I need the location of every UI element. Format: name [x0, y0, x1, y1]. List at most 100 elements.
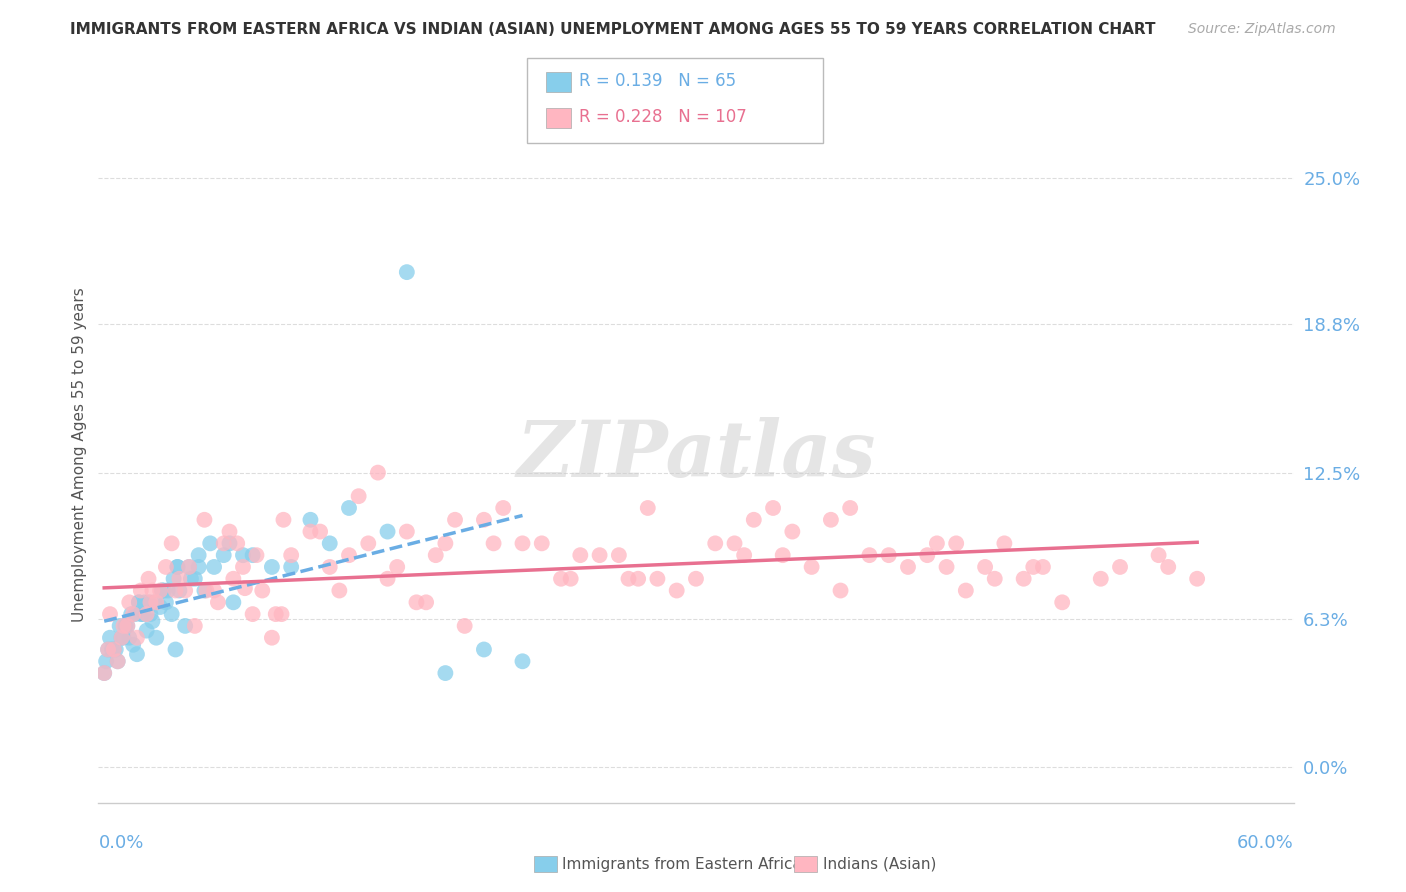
Text: 0.0%: 0.0%: [98, 834, 143, 852]
Point: [145, 631, 167, 645]
Point: [512, 536, 534, 550]
Point: [377, 572, 399, 586]
Point: [415, 595, 437, 609]
Point: [118, 631, 141, 645]
Point: [309, 524, 332, 539]
Point: [569, 548, 592, 562]
Text: Indians (Asian): Indians (Asian): [823, 857, 936, 871]
Point: [993, 536, 1015, 550]
Point: [150, 583, 173, 598]
Point: [472, 642, 495, 657]
Point: [1012, 572, 1035, 586]
Point: [550, 572, 572, 586]
Point: [202, 560, 225, 574]
Point: [187, 548, 209, 562]
Point: [512, 654, 534, 668]
Point: [434, 536, 457, 550]
Point: [945, 536, 967, 550]
Point: [177, 560, 200, 574]
Point: [357, 536, 380, 550]
Point: [165, 583, 187, 598]
Point: [328, 583, 350, 598]
Point: [685, 572, 707, 586]
Point: [134, 595, 156, 609]
Point: [385, 560, 409, 574]
Point: [117, 619, 139, 633]
Point: [800, 560, 823, 574]
Point: [169, 572, 191, 586]
Text: IMMIGRANTS FROM EASTERN AFRICA VS INDIAN (ASIAN) UNEMPLOYMENT AMONG AGES 55 TO 5: IMMIGRANTS FROM EASTERN AFRICA VS INDIAN…: [70, 22, 1156, 37]
Point: [627, 572, 650, 586]
Point: [150, 583, 173, 598]
Point: [122, 607, 145, 621]
Text: 60.0%: 60.0%: [1237, 834, 1294, 852]
Point: [925, 536, 948, 550]
Point: [453, 619, 475, 633]
Point: [104, 642, 127, 657]
Point: [184, 572, 207, 586]
Point: [132, 607, 155, 621]
Point: [637, 500, 659, 515]
Point: [1090, 572, 1112, 586]
Point: [174, 583, 197, 598]
Point: [444, 513, 467, 527]
Point: [830, 583, 852, 598]
Point: [139, 607, 162, 621]
Point: [108, 619, 131, 633]
Point: [155, 560, 177, 574]
Point: [1157, 560, 1180, 574]
Point: [141, 614, 163, 628]
Point: [222, 572, 245, 586]
Point: [252, 583, 274, 598]
Point: [193, 583, 215, 598]
Point: [232, 548, 254, 562]
Point: [135, 624, 157, 638]
Point: [560, 572, 582, 586]
Point: [156, 583, 179, 598]
Point: [647, 572, 669, 586]
Point: [138, 595, 160, 609]
Point: [782, 524, 804, 539]
Point: [98, 607, 121, 621]
Point: [94, 654, 117, 668]
Point: [165, 642, 187, 657]
Point: [128, 595, 150, 609]
Point: [1032, 560, 1054, 574]
Point: [184, 619, 207, 633]
Point: [218, 524, 240, 539]
Point: [704, 536, 727, 550]
Point: [166, 560, 188, 574]
Point: [1109, 560, 1132, 574]
Point: [110, 631, 132, 645]
Point: [367, 466, 389, 480]
Point: [160, 536, 183, 550]
Point: [733, 548, 755, 562]
Point: [162, 572, 184, 586]
Point: [897, 560, 920, 574]
Point: [149, 600, 172, 615]
Point: [337, 500, 360, 515]
Point: [107, 654, 129, 668]
Point: [212, 548, 235, 562]
Point: [143, 595, 166, 609]
Point: [107, 654, 129, 668]
Point: [742, 513, 765, 527]
Point: [122, 638, 145, 652]
Point: [858, 548, 880, 562]
Point: [270, 607, 292, 621]
Point: [138, 572, 160, 586]
Point: [125, 631, 148, 645]
Point: [200, 536, 222, 550]
Point: [103, 642, 125, 657]
Point: [425, 548, 447, 562]
Point: [242, 548, 264, 562]
Point: [118, 595, 141, 609]
Point: [299, 513, 322, 527]
Point: [1050, 595, 1073, 609]
Point: [160, 607, 183, 621]
Point: [935, 560, 957, 574]
Point: [1022, 560, 1045, 574]
Point: [233, 581, 256, 595]
Point: [617, 572, 640, 586]
Point: [434, 666, 457, 681]
